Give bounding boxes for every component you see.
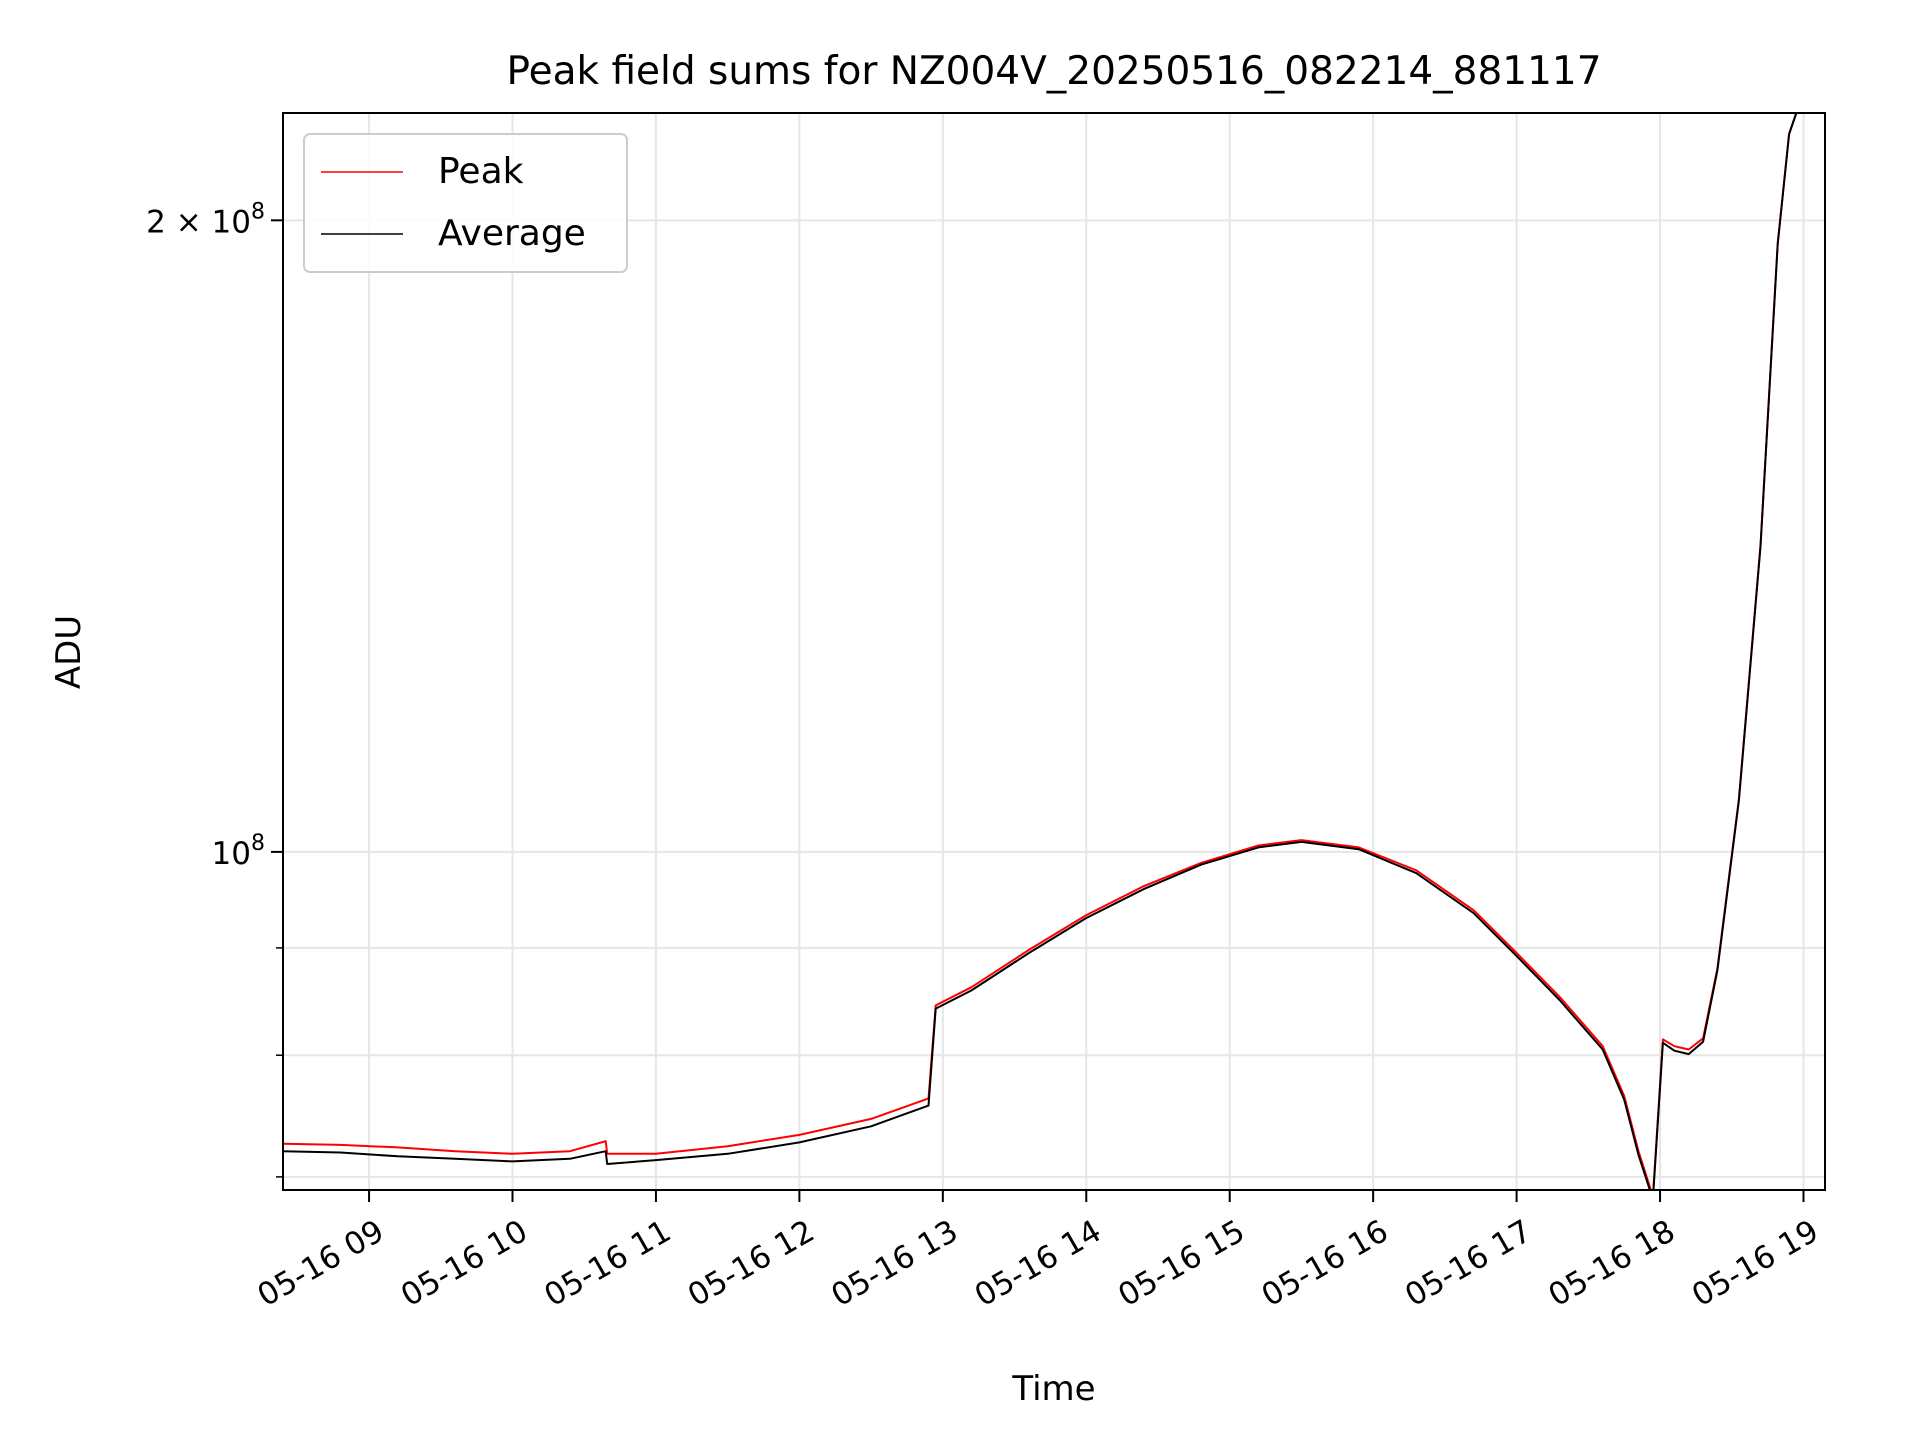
data-point-peak (569, 1150, 571, 1152)
data-point-peak (1143, 885, 1145, 887)
y-axis: 108 2 × 108 (146, 199, 283, 1178)
data-point-average (1637, 1154, 1640, 1156)
data-point-average (1028, 952, 1030, 954)
data-point-peak (397, 1146, 399, 1148)
data-point-peak (1673, 1045, 1675, 1047)
x-tick-label: 05-16 18 (1543, 1213, 1682, 1314)
data-point-average (1257, 846, 1259, 849)
x-tick-label: 05-16 11 (538, 1213, 677, 1314)
data-point-peak (1559, 996, 1561, 998)
data-point-average (1738, 799, 1740, 802)
data-point-peak (339, 1144, 341, 1146)
data-point-average (1673, 1050, 1675, 1052)
data-point-average (1602, 1048, 1604, 1051)
data-point-average (1788, 133, 1790, 135)
plot-frame (282, 112, 1826, 1191)
x-tick-label: 05-16 09 (252, 1213, 391, 1314)
data-point-peak (727, 1145, 729, 1147)
data-point-average (605, 1150, 607, 1152)
data-point-average (935, 1008, 937, 1010)
data-point-peak (454, 1150, 456, 1152)
x-tick-label: 05-16 12 (682, 1213, 821, 1314)
data-point-peak (1662, 1038, 1664, 1040)
legend-label-peak: Peak (438, 151, 524, 192)
plot-series (283, 113, 1825, 1200)
data-point-peak (798, 1134, 801, 1136)
data-point-peak (1473, 909, 1475, 911)
data-point-peak (1028, 949, 1030, 951)
legend-label-average: Average (438, 213, 586, 254)
data-point-peak (1415, 869, 1417, 871)
x-tick-label: 05-16 10 (395, 1213, 534, 1314)
data-point-average (655, 1159, 657, 1161)
x-tick-label: 05-16 13 (825, 1213, 964, 1314)
data-point-average (569, 1158, 571, 1160)
data-point-peak (605, 1140, 607, 1142)
data-point-average (1759, 546, 1762, 548)
data-point-peak (1200, 862, 1202, 864)
data-point-average (1702, 1041, 1704, 1043)
data-point-peak (1516, 952, 1518, 954)
data-point-peak (935, 1004, 937, 1007)
y-axis-label: ADU (49, 615, 89, 689)
data-point-peak (970, 986, 973, 988)
data-point-peak (511, 1153, 514, 1155)
data-point-peak (1085, 914, 1087, 916)
data-point-average (606, 1163, 608, 1165)
data-point-peak (655, 1153, 657, 1155)
data-point-average (1559, 999, 1561, 1001)
data-point-average (1716, 969, 1718, 972)
data-point-average (1085, 917, 1087, 919)
data-point-average (1200, 864, 1202, 866)
data-point-peak (1602, 1045, 1604, 1047)
x-tick-label: 05-16 16 (1256, 1213, 1395, 1314)
data-point-average (454, 1158, 456, 1160)
data-point-peak (870, 1118, 872, 1120)
data-point-average (1662, 1042, 1664, 1044)
data-point-average (1623, 1099, 1625, 1101)
series-line-peak (283, 113, 1825, 1190)
data-point-average (339, 1151, 341, 1154)
data-point-average (1473, 912, 1475, 914)
data-point-average (1688, 1053, 1690, 1055)
chart-title: Peak field sums for NZ004V_20250516_0822… (506, 49, 1601, 94)
data-point-peak (1623, 1095, 1625, 1097)
x-axis-label: Time (1011, 1369, 1095, 1409)
grid (283, 113, 1825, 1190)
data-point-average (1777, 243, 1779, 245)
data-point-average (1143, 888, 1145, 890)
data-point-peak (1652, 1196, 1653, 1197)
y-tick-label: 108 (212, 831, 265, 872)
data-point-average (1415, 872, 1417, 874)
x-axis: 05-16 09 05-16 10 05-16 11 05-16 12 05-16 13… (252, 1190, 1825, 1314)
data-point-peak (1257, 844, 1259, 847)
data-point-average (870, 1125, 872, 1127)
data-point-average (1300, 841, 1302, 843)
data-point-average (798, 1141, 801, 1143)
x-tick-label: 05-16 19 (1686, 1213, 1825, 1314)
data-point-average (927, 1105, 930, 1107)
x-tick-label: 05-16 14 (969, 1213, 1108, 1314)
data-point-average (511, 1160, 514, 1162)
y-tick-label: 2 × 108 (146, 199, 265, 240)
x-tick-label: 05-16 15 (1112, 1213, 1251, 1314)
data-point-peak (1688, 1048, 1690, 1051)
data-point-average (727, 1153, 729, 1155)
data-point-average (1652, 1199, 1653, 1200)
data-point-peak (1358, 846, 1360, 849)
data-point-average (1358, 848, 1360, 850)
data-point-peak (1300, 839, 1302, 841)
legend-box (303, 133, 628, 273)
data-point-average (397, 1155, 399, 1157)
data-point-average (970, 989, 973, 992)
legend: Peak Average (303, 133, 628, 273)
data-point-average (1516, 955, 1518, 957)
x-tick-label: 05-16 17 (1399, 1213, 1538, 1314)
